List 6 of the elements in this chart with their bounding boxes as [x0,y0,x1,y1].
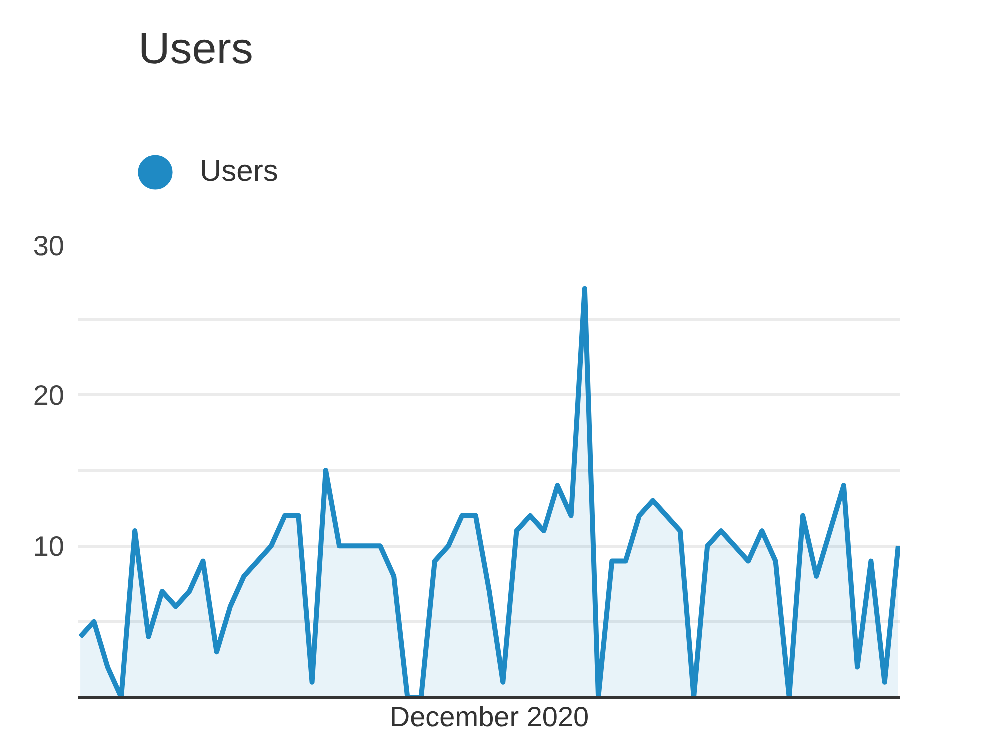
y-tick-label: 10 [33,531,65,562]
y-tick-label: 20 [33,380,65,411]
chart-title: Users [138,24,254,74]
x-axis-title: December 2020 [390,702,590,732]
y-tick-label: 30 [33,230,65,262]
legend-label: Users [200,155,278,189]
